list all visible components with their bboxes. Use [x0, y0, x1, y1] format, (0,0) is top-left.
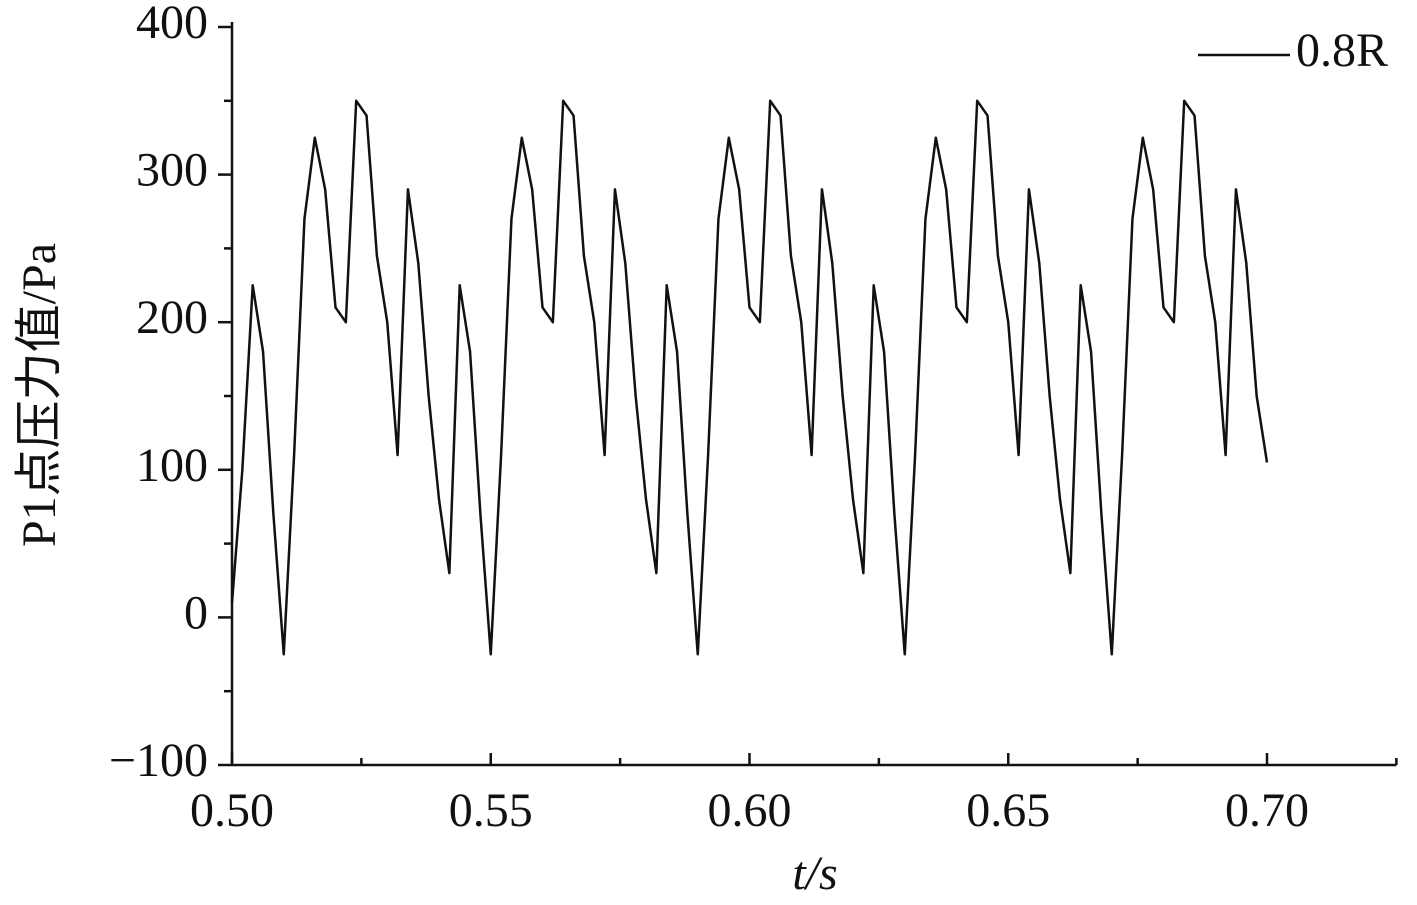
y-tick-label: 300 — [136, 144, 208, 197]
legend-label: 0.8R — [1296, 24, 1388, 77]
y-tick-label: −100 — [109, 734, 208, 787]
y-tick-label: 100 — [136, 439, 208, 492]
y-tick-label: 200 — [136, 291, 208, 344]
y-axis-title: P1点压力值/Pa — [13, 243, 66, 547]
x-tick-label: 0.70 — [1225, 784, 1309, 837]
y-tick-label: 400 — [136, 0, 208, 49]
x-tick-label: 0.50 — [190, 784, 274, 837]
x-tick-label: 0.55 — [449, 784, 533, 837]
x-tick-label: 0.65 — [966, 784, 1050, 837]
y-tick-label: 0 — [184, 586, 208, 639]
data-line — [230, 99, 1269, 656]
x-axis-title: t/s — [792, 847, 837, 900]
x-tick-label: 0.60 — [708, 784, 792, 837]
